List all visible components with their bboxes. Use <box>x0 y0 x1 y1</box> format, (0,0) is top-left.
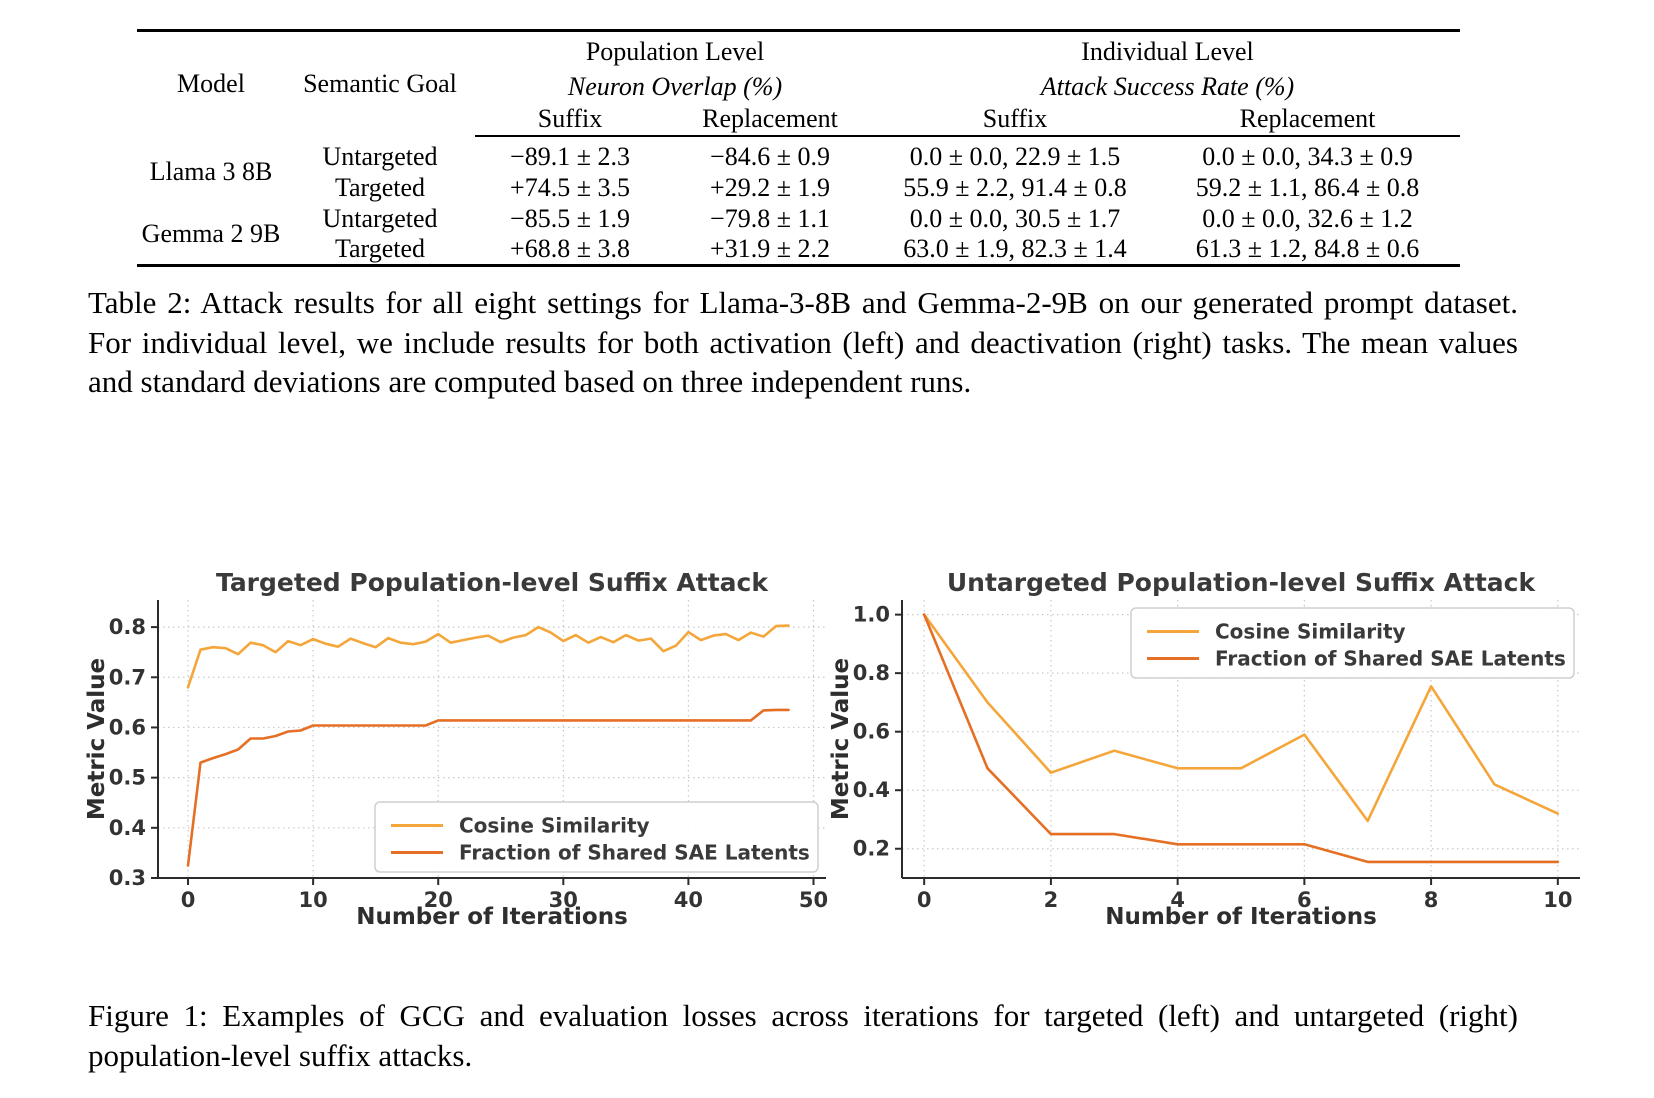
group-subheader-neuron-overlap: Neuron Overlap (%) <box>567 72 783 101</box>
table-row: Llama 3 8B Untargeted −89.1 ± 2.3 −84.6 … <box>137 136 1460 187</box>
value-cell: −79.8 ± 1.1 <box>710 203 830 233</box>
table-row: Targeted +68.8 ± 3.8 +31.9 ± 2.2 63.0 ± … <box>137 234 1460 266</box>
group-header-individual-level: Individual Level <box>1081 37 1254 66</box>
series-line-0 <box>186 624 790 689</box>
x-tick-label: 0 <box>917 888 932 912</box>
value-cell: +74.5 ± 3.5 <box>510 172 630 202</box>
series-line-0 <box>922 613 1560 823</box>
semantic-goal-cell: Targeted <box>334 172 426 202</box>
model-name: Gemma 2 9B <box>141 218 281 248</box>
group-header-population-level: Population Level <box>585 37 765 66</box>
table-row: Gemma 2 9B Untargeted −85.5 ± 1.9 −79.8 … <box>137 203 1460 248</box>
x-tick-label: 2 <box>1044 888 1059 912</box>
value-cell: +31.9 ± 2.2 <box>710 234 830 263</box>
x-tick-label: 4 <box>1170 888 1185 912</box>
legend-label-1: Fraction of Shared SAE Latents <box>1215 647 1566 671</box>
y-axis-label: Metric Value <box>84 658 110 820</box>
subcol-ind-replacement: Replacement <box>1155 102 1460 137</box>
legend: Cosine Similarity Fraction of Shared SAE … <box>374 801 819 873</box>
x-tick-label: 40 <box>674 888 703 912</box>
x-tick-label: 50 <box>799 888 828 912</box>
untargeted-suffix-attack-chart: 0 2 4 6 8 10 0.2 0.4 0.6 0.8 1.0 Untargeted Populat… <box>828 530 1598 940</box>
x-tick-label: 8 <box>1424 888 1439 912</box>
value-cell: −84.6 ± 0.9 <box>710 142 830 171</box>
legend-label-0: Cosine Similarity <box>1215 620 1406 644</box>
col-header-semantic-goal: Semantic Goal <box>303 69 457 98</box>
value-cell: 55.9 ± 2.2, 91.4 ± 0.8 <box>903 172 1127 202</box>
value-cell: +29.2 ± 1.9 <box>710 172 830 202</box>
figure-caption: Figure 1: Examples of GCG and evaluation… <box>88 998 1518 1073</box>
value-cell: −89.1 ± 2.3 <box>510 142 630 171</box>
untargeted-suffix-attack-chart-svg: 0 2 4 6 8 10 0.2 0.4 0.6 0.8 1.0 Untargeted Populat… <box>828 568 1580 930</box>
value-cell: 59.2 ± 1.1, 86.4 ± 0.8 <box>1195 172 1420 202</box>
y-tick-label: 0.2 <box>853 837 890 861</box>
value-cell: 63.0 ± 1.9, 82.3 ± 1.4 <box>903 234 1127 263</box>
subcol-ind-suffix: Suffix <box>875 102 1155 137</box>
subcol-pop-suffix: Suffix <box>475 102 665 137</box>
targeted-suffix-attack-chart: 0 10 20 30 40 50 0.3 0.4 0.5 0.6 0.7 0.8 Targeted Po… <box>84 530 844 940</box>
semantic-goal-cell: Untargeted <box>322 141 438 171</box>
x-axis-label: Number of Iterations <box>356 904 628 930</box>
table-caption: Table 2: Attack results for all eight se… <box>88 285 1518 399</box>
value-cell: 0.0 ± 0.0, 34.3 ± 0.9 <box>1202 142 1413 171</box>
axes-spines <box>151 600 826 885</box>
x-tick-label: 6 <box>1297 888 1312 912</box>
model-name: Llama 3 8B <box>149 157 273 186</box>
value-cell: +68.8 ± 3.8 <box>510 234 630 263</box>
results-table-wrap: Model Semantic Goal Population Level Ind… <box>137 29 1460 267</box>
y-tick-label: 0.5 <box>109 766 146 790</box>
chart-title: Targeted Population-level Suffix Attack <box>216 568 769 597</box>
y-axis-label: Metric Value <box>828 658 854 820</box>
series-line-1 <box>186 708 790 867</box>
results-table: Model Semantic Goal Population Level Ind… <box>137 29 1460 267</box>
y-tick-label: 0.6 <box>109 715 146 739</box>
semantic-goal-cell: Targeted <box>334 234 426 263</box>
y-tick-label: 0.4 <box>853 778 890 802</box>
legend-label-0: Cosine Similarity <box>459 814 650 838</box>
x-tick-label: 30 <box>549 888 578 912</box>
semantic-goal-cell: Untargeted <box>322 203 438 233</box>
x-axis-label: Number of Iterations <box>1105 904 1377 930</box>
y-tick-label: 0.8 <box>853 661 890 685</box>
series-line-1 <box>922 613 1560 864</box>
x-tick-label: 10 <box>1543 888 1572 912</box>
y-tick-label: 0.8 <box>109 615 146 639</box>
value-cell: 0.0 ± 0.0, 22.9 ± 1.5 <box>909 142 1121 171</box>
subcol-pop-replacement: Replacement <box>665 102 875 137</box>
y-tick-label: 0.3 <box>109 866 146 890</box>
value-cell: −85.5 ± 1.9 <box>510 203 630 233</box>
chart-title: Untargeted Population-level Suffix Attac… <box>947 568 1537 597</box>
x-tick-label: 0 <box>181 888 196 912</box>
value-cell: 0.0 ± 0.0, 30.5 ± 1.7 <box>909 203 1121 233</box>
legend: Cosine Similarity Fraction of Shared SAE … <box>1130 607 1575 679</box>
col-header-model: Model <box>177 69 245 98</box>
x-tick-label: 20 <box>424 888 453 912</box>
legend-label-1: Fraction of Shared SAE Latents <box>459 841 810 865</box>
table-row: Targeted +74.5 ± 3.5 +29.2 ± 1.9 55.9 ± … <box>137 172 1460 203</box>
y-tick-label: 0.4 <box>109 816 146 840</box>
x-tick-label: 10 <box>298 888 327 912</box>
y-tick-label: 0.6 <box>853 720 890 744</box>
y-tick-label: 1.0 <box>853 603 890 627</box>
y-tick-label: 0.7 <box>109 665 146 689</box>
value-cell: 61.3 ± 1.2, 84.8 ± 0.6 <box>1195 234 1420 263</box>
targeted-suffix-attack-chart-svg: 0 10 20 30 40 50 0.3 0.4 0.5 0.6 0.7 0.8 Targeted Po… <box>84 568 828 930</box>
group-subheader-attack-success-rate: Attack Success Rate (%) <box>1040 72 1295 101</box>
value-cell: 0.0 ± 0.0, 32.6 ± 1.2 <box>1202 203 1413 233</box>
axes-spines <box>895 600 1580 885</box>
